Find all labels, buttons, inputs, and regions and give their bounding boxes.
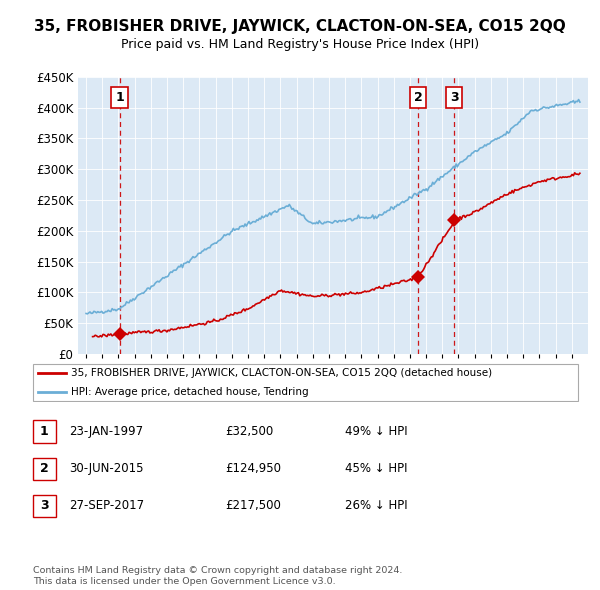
Text: £124,950: £124,950 [225,462,281,476]
Text: 1: 1 [40,425,49,438]
Text: 1: 1 [115,91,124,104]
FancyBboxPatch shape [33,364,578,401]
Text: 49% ↓ HPI: 49% ↓ HPI [345,425,407,438]
Text: 30-JUN-2015: 30-JUN-2015 [69,462,143,476]
Text: HPI: Average price, detached house, Tendring: HPI: Average price, detached house, Tend… [71,386,309,396]
Text: 35, FROBISHER DRIVE, JAYWICK, CLACTON-ON-SEA, CO15 2QQ (detached house): 35, FROBISHER DRIVE, JAYWICK, CLACTON-ON… [71,368,493,378]
Text: 2: 2 [413,91,422,104]
Text: 3: 3 [40,499,49,513]
Text: 2: 2 [40,462,49,476]
Text: 3: 3 [450,91,459,104]
Text: £32,500: £32,500 [225,425,273,438]
Text: £217,500: £217,500 [225,499,281,513]
Text: Price paid vs. HM Land Registry's House Price Index (HPI): Price paid vs. HM Land Registry's House … [121,38,479,51]
Text: 27-SEP-2017: 27-SEP-2017 [69,499,144,513]
Text: 35, FROBISHER DRIVE, JAYWICK, CLACTON-ON-SEA, CO15 2QQ: 35, FROBISHER DRIVE, JAYWICK, CLACTON-ON… [34,19,566,34]
Text: Contains HM Land Registry data © Crown copyright and database right 2024.
This d: Contains HM Land Registry data © Crown c… [33,566,403,586]
Text: 45% ↓ HPI: 45% ↓ HPI [345,462,407,476]
Text: 26% ↓ HPI: 26% ↓ HPI [345,499,407,513]
Text: 23-JAN-1997: 23-JAN-1997 [69,425,143,438]
